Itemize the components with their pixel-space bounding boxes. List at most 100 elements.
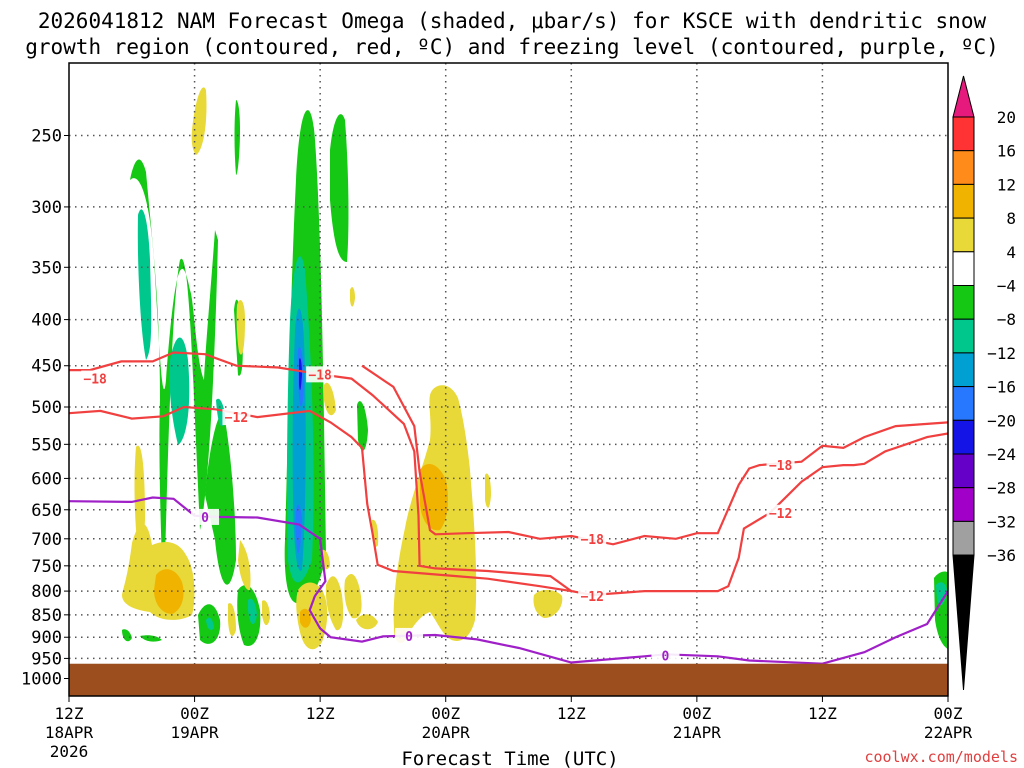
omega-region-green — [330, 114, 349, 262]
omega-region-green — [140, 635, 162, 642]
y-tick-label: 950 — [31, 649, 62, 669]
contour-label: −18 — [580, 533, 604, 548]
chart-title-line-1: 2026041812 NAM Forecast Omega (shaded, μ… — [38, 9, 987, 33]
omega-region-teal — [936, 582, 947, 606]
omega-region-green — [234, 100, 240, 175]
contour-label: −12 — [769, 507, 792, 522]
colorbar-swatch — [952, 217, 975, 253]
y-tick-label: 900 — [31, 628, 62, 648]
y-tick-label: 850 — [31, 606, 62, 626]
omega-region-green — [357, 401, 368, 451]
ground-surface — [69, 663, 948, 696]
omega-region-yellow — [485, 473, 491, 508]
x-tick-label: 12Z — [306, 704, 335, 723]
contour-label-bg — [222, 409, 251, 426]
contour-label: 0 — [201, 511, 209, 526]
contour-label-bg — [578, 530, 607, 547]
contour-label-bg — [395, 627, 424, 644]
chart-title-line-2: growth region (contoured, red, ºC) and f… — [25, 35, 999, 59]
contour-label: −18 — [308, 368, 332, 383]
colorbar-swatch — [952, 352, 975, 388]
colorbar-swatch — [952, 419, 975, 455]
colorbar-swatch — [952, 183, 975, 219]
y-tick-label: 250 — [31, 127, 62, 147]
omega-region-yellow — [262, 600, 270, 626]
omega-region-green — [237, 585, 261, 646]
dgz-isotherm-contour — [361, 364, 948, 546]
omega-region-yellow — [228, 603, 236, 636]
y-tick-label: 300 — [31, 198, 62, 218]
contour-label-bg — [191, 508, 220, 525]
colorbar-swatch — [952, 285, 975, 320]
x-tick-label: 00Z — [682, 704, 711, 723]
omega-region-green — [205, 414, 236, 585]
x-tick-label: 12Z — [808, 704, 837, 723]
credit-text: coolwx.com/models — [864, 748, 1018, 766]
colorbar-label: −20 — [987, 411, 1016, 430]
y-tick-label: 500 — [31, 398, 62, 418]
omega-region-yellow — [356, 614, 378, 630]
x-tick-label: 2026 — [50, 742, 89, 761]
omega-region-yellow — [325, 576, 344, 631]
contour-label: −12 — [580, 590, 603, 605]
temperature-contours: −18 −18 −18 −18 −12 −12 −12 0 0 0 — [69, 351, 948, 665]
colorbar-label: 12 — [997, 175, 1016, 194]
contour-label-bg — [578, 587, 607, 604]
colorbar-label: −4 — [997, 277, 1016, 296]
y-tick-label: 750 — [31, 557, 62, 577]
contour-label-bg — [651, 647, 680, 664]
contour-label: 0 — [662, 650, 670, 665]
colorbar-top-arrow — [952, 75, 975, 118]
omega-region-teal — [248, 598, 257, 625]
x-tick-label: 00Z — [431, 704, 460, 723]
omega-region-gold — [154, 569, 184, 614]
colorbar-swatch — [952, 116, 975, 152]
colorbar-label: −28 — [987, 479, 1016, 498]
colorbar-swatch — [952, 386, 975, 421]
x-tick-label: 20APR — [422, 723, 471, 742]
colorbar-label: −12 — [987, 344, 1016, 363]
x-tick-label: 19APR — [170, 723, 219, 742]
y-tick-label: 550 — [31, 435, 62, 455]
dgz-isotherm-contour — [69, 351, 572, 592]
y-tick-label: 450 — [31, 357, 62, 377]
contour-label-bg — [766, 457, 795, 474]
omega-region-green — [122, 629, 132, 642]
x-tick-label: 21APR — [673, 723, 722, 742]
colorbar-swatch — [952, 487, 975, 522]
contour-label-bg — [306, 366, 335, 383]
y-tick-label: 600 — [31, 469, 62, 489]
colorbar-label: 4 — [1006, 243, 1016, 262]
y-tick-label: 400 — [31, 311, 62, 331]
x-tick-label: 00Z — [934, 704, 963, 723]
contour-label: −18 — [769, 459, 793, 474]
y-tick-label: 1000 — [21, 670, 62, 690]
contour-label-bg — [81, 370, 110, 387]
plot-border — [68, 62, 949, 697]
omega-region-gold — [300, 608, 311, 628]
y-tick-label: 700 — [31, 530, 62, 550]
colorbar-label: −24 — [987, 445, 1016, 464]
colorbar-swatch — [952, 318, 975, 354]
colorbar-swatch — [952, 251, 975, 287]
plot-area: −18 −18 −18 −18 −12 −12 −12 0 0 0 — [69, 63, 948, 696]
x-tick-label: 12Z — [55, 704, 84, 723]
x-tick-label: 12Z — [557, 704, 586, 723]
contour-label: −18 — [83, 373, 107, 388]
contour-label-bg — [766, 504, 795, 521]
colorbar-label: 20 — [997, 108, 1016, 127]
colorbar: 20 16 12 8 4 −4 −8 −12 −16 −20 −24 −28 −32 −36 — [952, 75, 1016, 691]
colorbar-bottom-arrow — [952, 554, 975, 691]
omega-region-darkblue — [299, 358, 302, 391]
omega-region-yellow — [350, 287, 355, 307]
omega-region-yellow — [236, 300, 245, 355]
omega-region-yellow — [533, 589, 563, 618]
contour-label: 0 — [405, 630, 413, 645]
colorbar-label: 16 — [997, 142, 1016, 161]
x-axis-title: Forecast Time (UTC) — [401, 748, 618, 768]
omega-region-teal — [137, 209, 152, 360]
y-tick-label: 800 — [31, 582, 62, 602]
colorbar-label: −32 — [987, 512, 1016, 531]
